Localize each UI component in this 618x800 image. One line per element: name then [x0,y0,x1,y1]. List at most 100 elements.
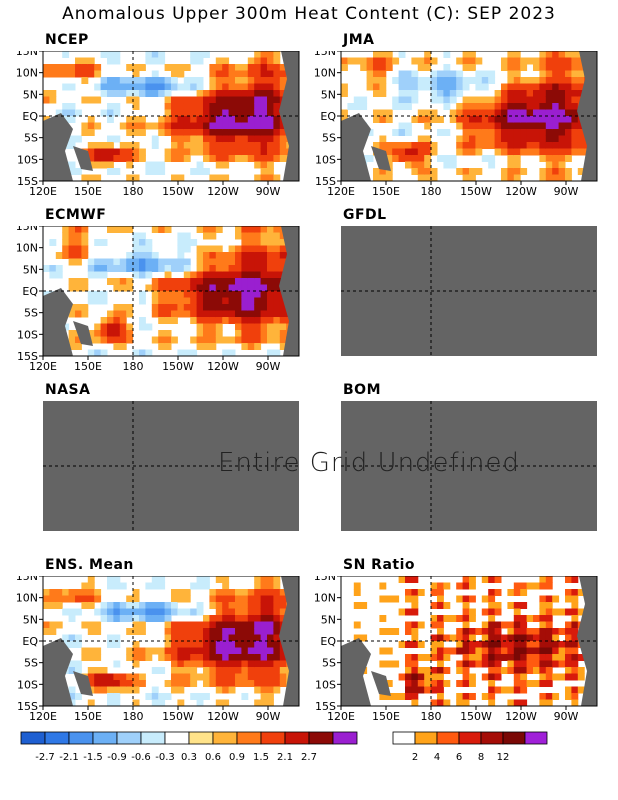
heat-cell [385,660,393,668]
heat-cell [273,349,281,357]
heat-cell [203,576,210,583]
heat-cell [520,129,528,136]
heat-cell [545,155,553,162]
heat-cell [94,148,102,156]
heat-cell [260,103,268,110]
heat-cell [520,103,528,110]
heat-cell [177,155,185,162]
heat-cell [132,155,140,162]
heat-cell [417,116,425,123]
heat-cell [209,330,217,337]
heat-cell [215,317,223,324]
heat-cell [558,64,566,71]
heat-cell [183,304,191,311]
heat-cell [113,51,121,58]
heat-cell [164,693,172,700]
heat-cell [171,284,178,292]
heat-cell [539,57,547,65]
heat-cell [164,628,172,635]
heat-cell [392,155,400,162]
heat-cell [443,680,451,687]
heat-cell [481,654,489,661]
heat-cell [139,323,146,331]
heat-cell [379,142,387,149]
heat-cell [501,667,508,674]
heat-cell [494,103,502,110]
heat-cell [247,142,255,149]
heat-cell [392,77,400,84]
heat-cell [424,83,432,91]
heat-cell [571,129,579,136]
heat-cell [539,168,547,175]
heat-cell [411,77,419,84]
heat-cell [267,142,274,149]
heat-cell [183,96,191,104]
heat-cell [164,155,172,162]
heat-cell [247,239,255,246]
heat-cell [183,77,191,84]
heat-cell [87,680,95,687]
heat-cell [475,135,483,143]
heat-cell [513,161,521,169]
heat-cell [222,291,230,298]
heat-cell [360,57,368,65]
heat-cell [215,77,223,84]
heat-cell [254,602,262,609]
heat-cell [164,317,172,324]
heat-cell [177,252,185,259]
heat-cell [235,70,242,78]
heat-cell [254,148,262,156]
heat-cell [75,226,82,233]
heat-cell [139,647,146,655]
heat-cell [379,57,387,65]
heat-cell [190,317,198,324]
heat-cell [558,57,566,65]
heat-cell [507,155,515,162]
heat-cell [545,168,553,175]
heat-cell [196,297,204,305]
heat-cell [171,70,178,78]
heat-cell [151,336,159,344]
heat-cell [341,109,348,117]
heat-cell [215,116,223,123]
heat-cell [462,582,470,590]
heat-cell [222,174,230,182]
heat-cell [87,595,95,603]
heat-cell [273,608,281,616]
heat-cell [254,589,262,596]
heat-cell [545,595,553,603]
heat-cell [203,310,210,318]
heat-cell [417,161,425,169]
heat-cell [81,654,89,661]
heat-cell [241,317,249,324]
heat-cell [273,310,281,318]
heat-cell [62,226,70,233]
heat-cell [222,142,230,149]
heat-cell [513,660,521,668]
heat-cell [228,621,236,629]
heat-cell [215,90,223,97]
heat-cell [100,148,108,156]
heat-cell [571,647,579,655]
heat-cell [190,271,198,279]
heat-cell [411,673,419,681]
heat-cell [494,608,502,616]
heat-cell [462,57,470,65]
heat-cell [126,647,134,655]
heat-cell [437,70,444,78]
heat-cell [247,90,255,97]
heat-cell [279,673,287,681]
heat-cell [177,686,185,694]
heat-cell [443,654,451,661]
heat-cell [539,174,547,182]
heat-cell [411,680,419,687]
heat-cell [222,83,230,91]
heat-cell [228,252,236,259]
heat-cell [81,304,89,311]
heat-cell [456,615,464,622]
heat-cell [462,83,470,91]
heat-cell [62,595,70,603]
heat-cell [68,135,76,143]
heat-cell [196,323,204,331]
heat-cell [87,96,95,104]
